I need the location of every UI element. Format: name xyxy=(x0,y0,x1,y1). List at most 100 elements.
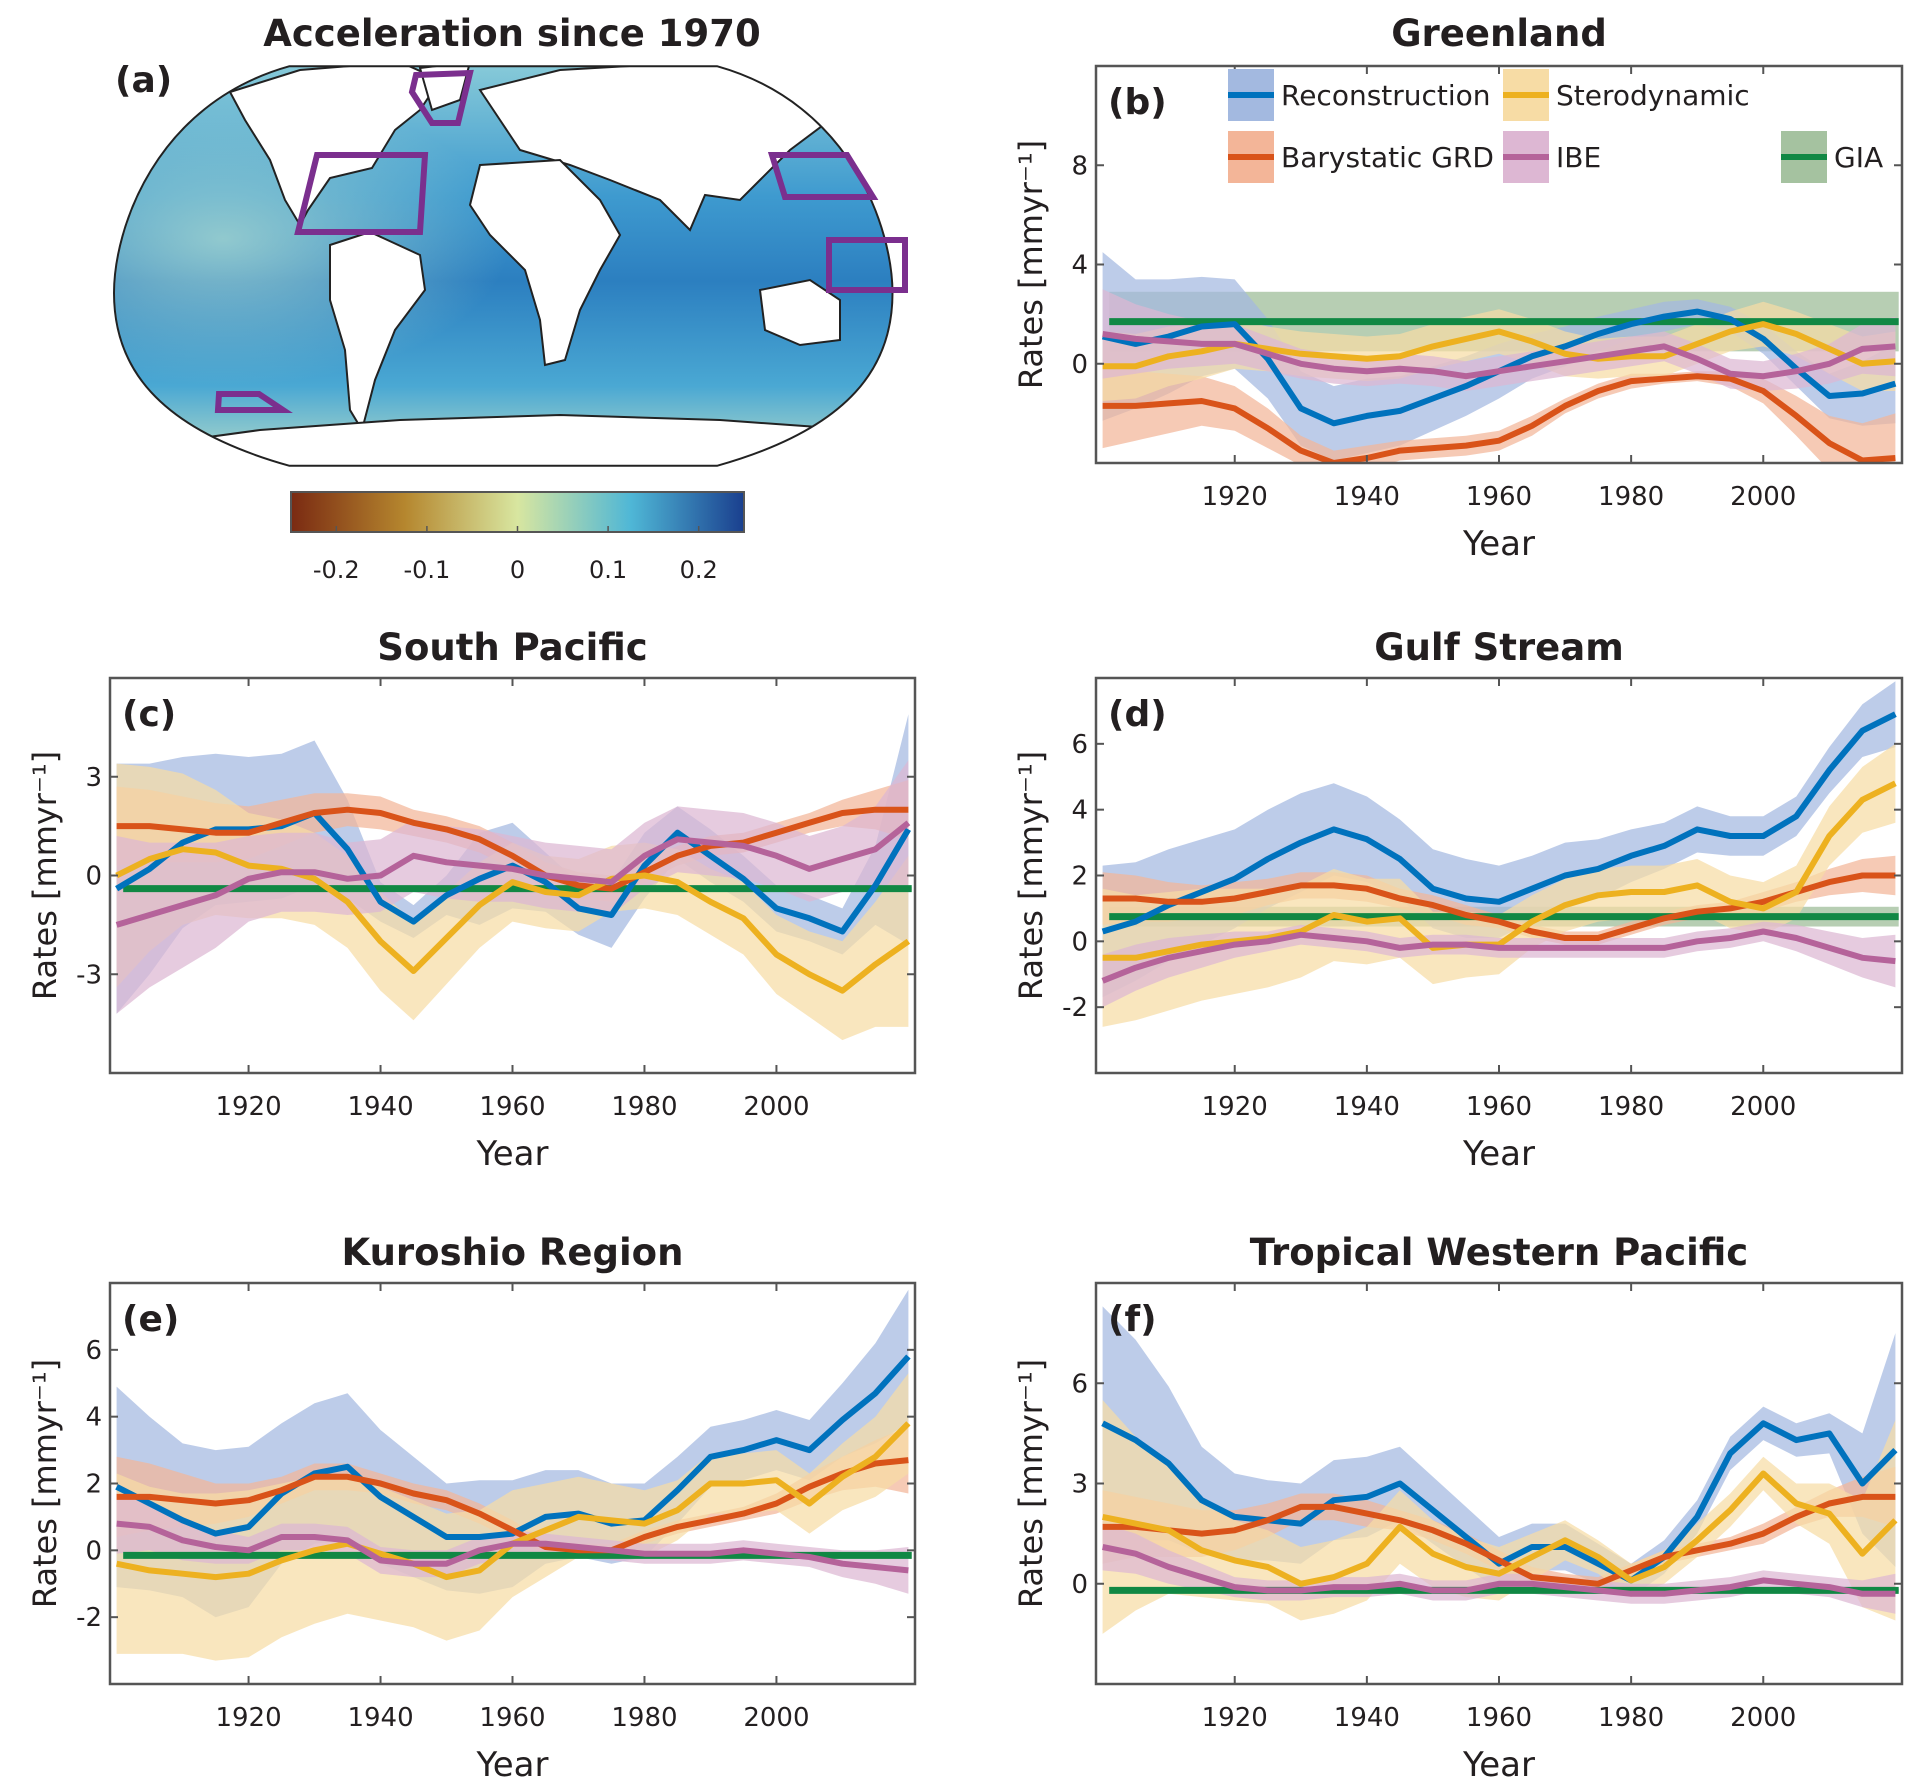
map-title: Acceleration since 1970 xyxy=(263,12,761,55)
legend-label: IBE xyxy=(1556,141,1601,174)
x-tick-label: 1960 xyxy=(479,1092,545,1122)
y-tick-label: 0 xyxy=(1071,350,1088,380)
continent-north-america xyxy=(228,66,442,228)
colorbar-tick-label: 0 xyxy=(510,556,525,584)
x-tick-label: 1920 xyxy=(1202,1703,1268,1733)
x-tick-label: 1940 xyxy=(1334,1703,1400,1733)
panel-label-a: (a) xyxy=(115,60,172,101)
y-tick-label: 4 xyxy=(85,1403,102,1433)
map-outline xyxy=(113,65,894,467)
y-tick-label: -3 xyxy=(76,960,102,990)
x-axis-label: Year xyxy=(1462,1745,1535,1785)
y-tick-label: 3 xyxy=(1071,1470,1088,1500)
x-axis-label: Year xyxy=(476,1134,549,1174)
legend-label: GIA xyxy=(1834,141,1883,174)
colorbar: -0.2 -0.1 0 0.1 0.2 xyxy=(290,491,745,584)
y-tick-label: 0 xyxy=(1071,1570,1088,1600)
continent-australia xyxy=(758,278,841,347)
y-tick-label: 6 xyxy=(85,1336,102,1366)
uncertainty-band-barystatic xyxy=(1102,855,1896,945)
x-tick-label: 1920 xyxy=(215,1092,281,1122)
plot-area xyxy=(1101,681,1899,1027)
x-tick-label: 1940 xyxy=(347,1703,413,1733)
legend-item-sterodynamic: Sterodynamic xyxy=(1503,69,1750,121)
y-tick-label: 6 xyxy=(1071,730,1088,760)
region-box-gulf-stream xyxy=(294,152,429,235)
y-axis-label: Rates [mmyr⁻¹] xyxy=(1012,1359,1050,1608)
y-tick-label: 3 xyxy=(85,763,102,793)
chart-panel-b: Greenland 1920 1940 1960 1980 2000 0 4 8 Year Rate… xyxy=(1012,12,1904,564)
y-tick-label: 4 xyxy=(1071,796,1088,826)
chart-title: Gulf Stream xyxy=(1374,626,1624,669)
y-tick-label: -2 xyxy=(1062,993,1088,1023)
x-tick-label: 1960 xyxy=(479,1703,545,1733)
x-tick-label: 1980 xyxy=(1598,482,1664,512)
region-box-tropical-western-pacific xyxy=(826,237,908,293)
panel-label-b: (b) xyxy=(1108,82,1167,123)
x-axis-label: Year xyxy=(476,1745,549,1785)
panel-label-e: (e) xyxy=(122,1299,179,1340)
y-axis-label: Rates [mmyr⁻¹] xyxy=(1012,751,1050,1000)
x-axis-label: Year xyxy=(1462,524,1535,564)
map-panel: Acceleration since 1970 (a) -0.2 -0.1 0 0.1… xyxy=(113,12,908,584)
y-tick-label: 0 xyxy=(85,862,102,892)
uncertainty-band-sterodynamic xyxy=(116,1373,909,1661)
colorbar-tick-label: -0.2 xyxy=(313,556,360,584)
chart-panel-d: Gulf Stream 1920 1940 1960 1980 2000 -2 0 2 4 6 Yea… xyxy=(1012,626,1904,1174)
y-tick-label: 4 xyxy=(1071,251,1088,281)
legend-item-ibe: IBE xyxy=(1503,131,1601,183)
y-tick-label: 0 xyxy=(1071,927,1088,957)
x-tick-label: 1980 xyxy=(1598,1703,1664,1733)
x-tick-label: 1920 xyxy=(1202,1092,1268,1122)
y-tick-label: 2 xyxy=(1071,862,1088,892)
legend: Reconstruction Sterodynamic Barystatic GRD… xyxy=(1228,69,1883,183)
y-tick-label: 8 xyxy=(1071,151,1088,181)
world-map xyxy=(114,66,893,466)
legend-item-reconstruction: Reconstruction xyxy=(1228,69,1491,121)
x-tick-label: 2000 xyxy=(743,1703,809,1733)
x-tick-label: 1980 xyxy=(611,1092,677,1122)
panel-label-f: (f) xyxy=(1108,1299,1157,1340)
uncertainty-band-sterodynamic xyxy=(1102,1400,1896,1634)
chart-title: Kuroshio Region xyxy=(342,1231,684,1274)
uncertainty-band-sterodynamic xyxy=(1102,743,1896,1027)
x-tick-label: 1960 xyxy=(1466,1092,1532,1122)
x-tick-label: 1940 xyxy=(1334,482,1400,512)
uncertainty-band-barystatic xyxy=(116,1426,909,1557)
plot-area xyxy=(1101,1306,1899,1634)
colorbar-tick-label: 0.2 xyxy=(680,556,718,584)
legend-label: Sterodynamic xyxy=(1556,79,1750,112)
y-axis-label: Rates [mmyr⁻¹] xyxy=(26,1359,64,1608)
region-box-south-pacific xyxy=(214,391,293,413)
y-axis-label: Rates [mmyr⁻¹] xyxy=(26,751,64,1000)
plot-area xyxy=(1101,252,1899,463)
region-box-kuroshio xyxy=(767,152,879,200)
chart-panel-e: Kuroshio Region 1920 1940 1960 1980 2000 -2 0 2 4… xyxy=(26,1231,917,1785)
x-tick-label: 2000 xyxy=(1730,1092,1796,1122)
chart-panel-c: South Pacific 1920 1940 1960 1980 2000 -3 0 3 Yea… xyxy=(26,626,917,1174)
y-tick-label: 2 xyxy=(85,1470,102,1500)
x-tick-label: 1980 xyxy=(611,1703,677,1733)
region-box-greenland xyxy=(408,69,474,126)
panel-label-c: (c) xyxy=(122,694,176,735)
chart-panel-f: Tropical Western Pacific 1920 1940 1960 1980… xyxy=(1012,1231,1904,1785)
x-tick-label: 1980 xyxy=(1598,1092,1664,1122)
chart-title: Greenland xyxy=(1391,12,1607,55)
chart-title: Tropical Western Pacific xyxy=(1250,1231,1748,1274)
continent-africa xyxy=(468,158,622,367)
panel-label-d: (d) xyxy=(1108,694,1167,735)
continent-antarctica xyxy=(117,413,893,466)
uncertainty-band-barystatic xyxy=(1102,1466,1896,1591)
colorbar-gradient xyxy=(290,491,745,533)
continent-south-america xyxy=(329,230,427,433)
region-boxes xyxy=(214,69,908,413)
chart-title: South Pacific xyxy=(377,626,647,669)
x-axis-label: Year xyxy=(1462,1134,1535,1174)
legend-label: Barystatic GRD xyxy=(1281,141,1494,174)
legend-item-barystatic: Barystatic GRD xyxy=(1228,131,1494,183)
legend-item-gia: GIA xyxy=(1781,131,1883,183)
uncertainty-band-sterodynamic xyxy=(116,763,909,1041)
y-tick-label: 0 xyxy=(85,1536,102,1566)
y-axis-label: Rates [mmyr⁻¹] xyxy=(1012,140,1050,389)
